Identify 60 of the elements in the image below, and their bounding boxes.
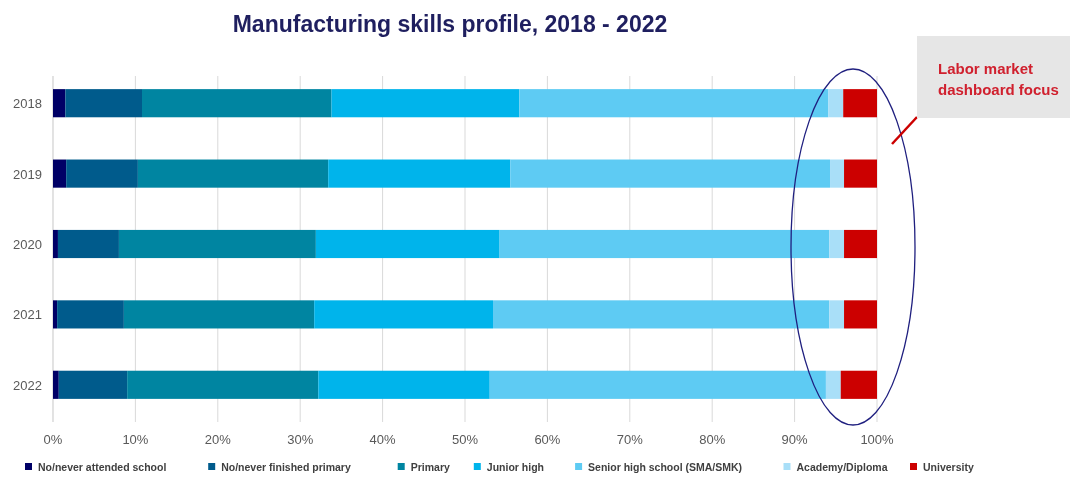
- bar: [53, 300, 58, 329]
- bar: [318, 370, 490, 399]
- bar: [830, 159, 845, 188]
- bar: [828, 89, 844, 118]
- y-tick-label: 2019: [13, 166, 42, 182]
- x-tick-label: 30%: [287, 432, 314, 447]
- bar: [118, 229, 316, 259]
- bar: [829, 300, 845, 329]
- bar: [53, 89, 66, 118]
- bar: [844, 159, 877, 188]
- bar: [53, 229, 58, 259]
- bar: [123, 300, 315, 329]
- x-tick-label: 90%: [781, 432, 809, 447]
- bar: [57, 229, 119, 259]
- x-tick-label: 80%: [699, 432, 726, 447]
- bar: [825, 370, 841, 399]
- y-tick-label: 2018: [13, 96, 42, 112]
- bar: [844, 300, 877, 329]
- bar: [58, 370, 128, 399]
- bar: [57, 300, 124, 329]
- bar: [489, 370, 826, 399]
- x-tick-label: 70%: [616, 432, 644, 447]
- legend-label: No/never attended school: [38, 461, 167, 473]
- y-tick-label: 2022: [13, 377, 42, 393]
- legend-label: University: [923, 461, 974, 473]
- bar: [328, 159, 511, 188]
- x-tick-label: 60%: [534, 432, 561, 447]
- bar: [840, 370, 877, 399]
- bar: [844, 229, 877, 259]
- bar: [314, 300, 494, 329]
- legend-label: Academy/Diploma: [796, 461, 888, 473]
- bar: [510, 159, 831, 188]
- legend-label: No/never finished primary: [221, 461, 351, 473]
- bar: [141, 89, 332, 118]
- bar: [315, 229, 500, 259]
- bar: [66, 159, 138, 188]
- bar: [843, 89, 877, 118]
- chart-title: Manufacturing skills profile, 2018 - 2022: [232, 11, 668, 37]
- bar: [127, 370, 319, 399]
- bar: [65, 89, 142, 118]
- legend-label: Junior high: [486, 461, 544, 473]
- x-tick-label: 0%: [43, 432, 63, 447]
- y-tick-label: 2020: [13, 237, 42, 252]
- x-tick-label: 10%: [122, 432, 149, 447]
- bar: [499, 229, 830, 259]
- text: Labor market dashboard focus: [938, 60, 1059, 98]
- bar: [53, 159, 67, 188]
- x-tick-label: 20%: [204, 432, 232, 447]
- bar: [493, 300, 830, 329]
- x-tick-label: 50%: [451, 432, 479, 447]
- x-tick-label: 40%: [369, 432, 397, 447]
- x-tick-label: 100%: [860, 432, 895, 447]
- bar: [137, 159, 329, 188]
- bar: [53, 370, 59, 399]
- bar: [829, 229, 845, 259]
- legend-label: Primary: [410, 461, 450, 473]
- legend-label: Senior high school (SMA/SMK): [588, 461, 743, 473]
- bar: [331, 89, 520, 118]
- bar: [519, 89, 829, 118]
- y-tick-label: 2021: [13, 307, 42, 323]
